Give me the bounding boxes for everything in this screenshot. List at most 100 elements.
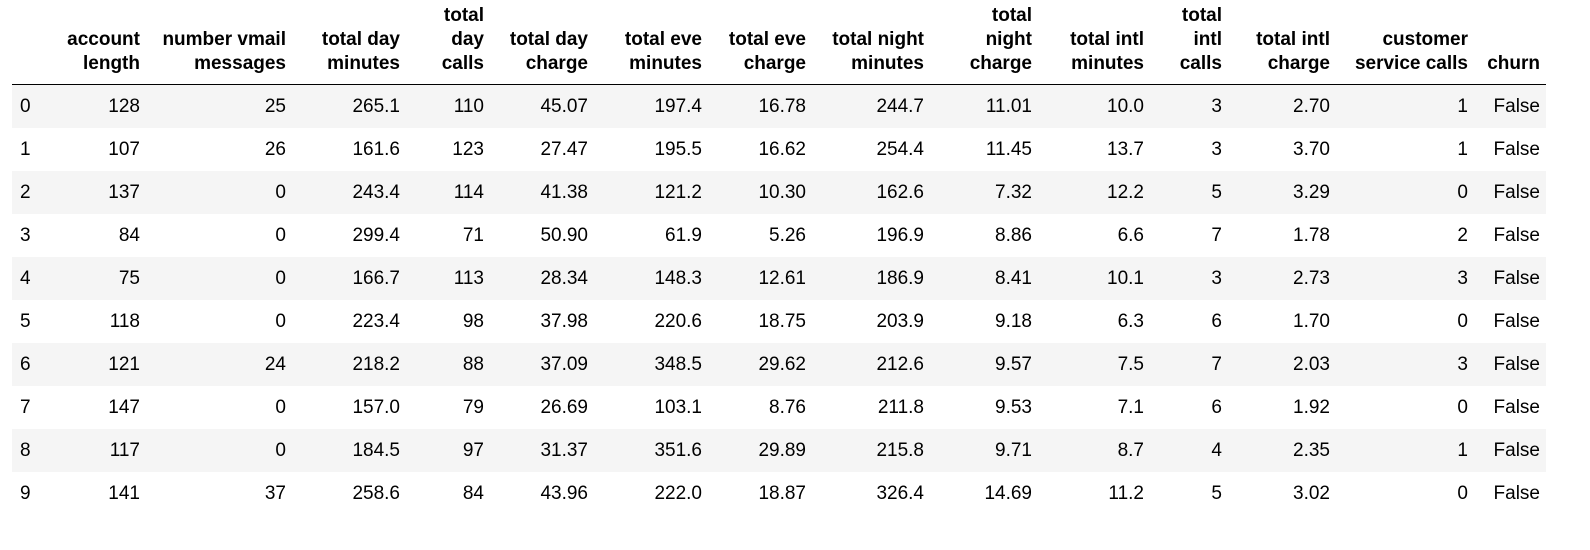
table-cell: 6.3	[1117, 311, 1144, 332]
table-cell: 26.69	[540, 397, 588, 418]
table-cell: 24	[264, 354, 286, 375]
table-cell: 2.35	[1293, 440, 1330, 461]
table-cell: 117	[109, 440, 140, 461]
column-header: total day minutes	[292, 4, 406, 85]
table-cell: 1.78	[1293, 225, 1330, 246]
row-index: 7	[20, 397, 31, 418]
table-cell: 3.29	[1293, 182, 1330, 203]
header-index	[12, 4, 54, 85]
table-row: 1 107 26 161.6 123 27.47 195.5 16.62 254.4 11.45 1…	[12, 128, 1546, 171]
table-cell: 75	[118, 268, 140, 289]
table-cell: 184.5	[352, 440, 400, 461]
table-cell: 1	[1457, 139, 1468, 160]
row-index: 4	[20, 268, 31, 289]
header-row: account length number vmail messages total d…	[12, 4, 1546, 85]
table-cell: 196.9	[876, 225, 924, 246]
table-cell: 97	[462, 440, 484, 461]
table-cell: 61.9	[665, 225, 702, 246]
table-cell: 3.02	[1293, 483, 1330, 504]
table-cell: 8.7	[1117, 440, 1144, 461]
table-cell: 45.07	[540, 96, 588, 117]
row-index: 8	[20, 440, 31, 461]
table-cell: 1.92	[1293, 397, 1330, 418]
table-cell: 3	[1211, 139, 1222, 160]
column-header: total intl calls	[1150, 4, 1228, 85]
table-cell: 25	[264, 96, 286, 117]
table-cell: 2.03	[1293, 354, 1330, 375]
table-cell: 6	[1211, 311, 1222, 332]
table-cell: False	[1493, 225, 1540, 246]
table-cell: 11.45	[985, 139, 1032, 160]
table-cell: 3	[1211, 268, 1222, 289]
table-cell: 8.41	[995, 268, 1032, 289]
table-cell: 3.70	[1293, 139, 1330, 160]
table-cell: 14.69	[984, 483, 1032, 504]
table-cell: 141	[108, 483, 140, 504]
table-cell: 113	[453, 268, 484, 289]
table-cell: 88	[462, 354, 484, 375]
column-header: total night minutes	[812, 4, 930, 85]
table-cell: 7.1	[1117, 397, 1144, 418]
table-cell: 351.6	[654, 440, 702, 461]
table-cell: 161.6	[352, 139, 400, 160]
table-cell: 98	[462, 311, 484, 332]
table-cell: 10.1	[1107, 268, 1144, 289]
table-cell: 211.8	[877, 397, 924, 418]
table-cell: False	[1493, 96, 1540, 117]
table-cell: 37.09	[540, 354, 588, 375]
table-cell: 8.86	[995, 225, 1032, 246]
table-row: 5 118 0 223.4 98 37.98 220.6 18.75 203.9 9.18 6.3 6…	[12, 300, 1546, 343]
table-cell: 11.01	[985, 96, 1032, 117]
table-cell: 28.34	[540, 268, 588, 289]
table-cell: 9.57	[995, 354, 1032, 375]
table-cell: 0	[1457, 182, 1468, 203]
table-cell: 7.5	[1117, 354, 1144, 375]
table-cell: 326.4	[876, 483, 924, 504]
table-cell: 195.5	[654, 139, 702, 160]
table-cell: 222.0	[654, 483, 702, 504]
column-header: customer service calls	[1336, 4, 1474, 85]
table-cell: 348.5	[654, 354, 702, 375]
table-cell: 79	[462, 397, 484, 418]
row-index: 1	[20, 139, 31, 160]
table-cell: 121	[108, 354, 140, 375]
table-row: 7 147 0 157.0 79 26.69 103.1 8.76 211.8 9.53 7.1 6 1…	[12, 386, 1546, 429]
column-header: account length	[54, 4, 146, 85]
table-cell: 7	[1211, 225, 1222, 246]
table-cell: 29.62	[758, 354, 806, 375]
table-cell: 203.9	[876, 311, 924, 332]
column-header: total night charge	[930, 4, 1038, 85]
table-cell: 41.38	[540, 182, 588, 203]
table-cell: False	[1493, 311, 1540, 332]
table-cell: 0	[275, 311, 286, 332]
table-cell: 43.96	[540, 483, 588, 504]
table-row: 8 117 0 184.5 97 31.37 351.6 29.89 215.8 9.71 8.7 4…	[12, 429, 1546, 472]
table-cell: 162.6	[876, 182, 924, 203]
table-cell: 5.26	[769, 225, 806, 246]
table-cell: 71	[462, 225, 484, 246]
table-cell: 114	[453, 182, 484, 203]
table-cell: False	[1493, 182, 1540, 203]
table-cell: 84	[462, 483, 484, 504]
table-cell: 0	[275, 268, 286, 289]
table-cell: 3	[1211, 96, 1222, 117]
column-header: total day charge	[490, 4, 594, 85]
table-cell: 0	[275, 440, 286, 461]
column-header: total eve minutes	[594, 4, 708, 85]
table-header: account length number vmail messages total d…	[12, 4, 1546, 85]
table-row: 4 75 0 166.7 113 28.34 148.3 12.61 186.9 8.41 10.1…	[12, 257, 1546, 300]
table-cell: False	[1493, 139, 1540, 160]
column-header: total eve charge	[708, 4, 812, 85]
table-row: 2 137 0 243.4 114 41.38 121.2 10.30 162.6 7.32 12.…	[12, 171, 1546, 214]
table-cell: 243.4	[352, 182, 400, 203]
table-cell: 3	[1457, 354, 1468, 375]
table-cell: 11.2	[1108, 483, 1144, 504]
table-cell: 2.70	[1293, 96, 1330, 117]
table-cell: 1	[1457, 96, 1468, 117]
table-row: 3 84 0 299.4 71 50.90 61.9 5.26 196.9 8.86 6.6 7 1.7…	[12, 214, 1546, 257]
table-cell: 18.75	[758, 311, 806, 332]
column-header: total day calls	[406, 4, 490, 85]
table-cell: 0	[275, 225, 286, 246]
table-row: 0 128 25 265.1 110 45.07 197.4 16.78 244.7 11.01 1…	[12, 84, 1546, 128]
table-cell: 9.53	[995, 397, 1032, 418]
